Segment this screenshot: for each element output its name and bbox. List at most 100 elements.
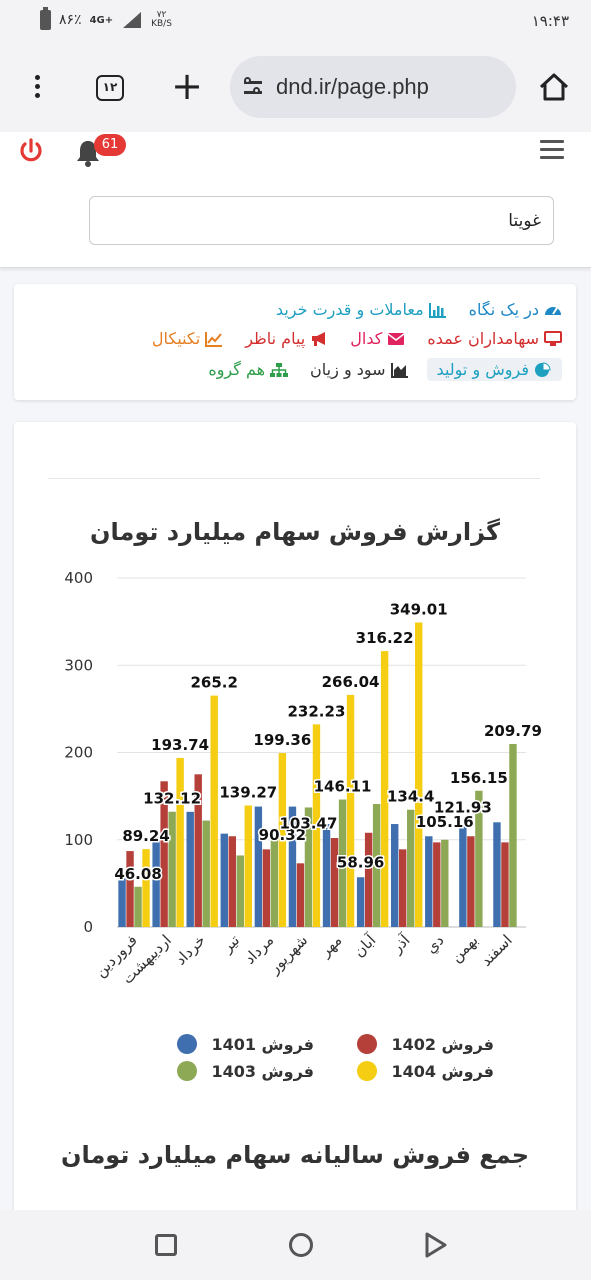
legend-item[interactable]: فروش 1403 — [177, 1061, 314, 1081]
bar — [236, 855, 244, 927]
legend-label: فروش 1402 — [391, 1034, 494, 1054]
x-tick-label: بهمن — [447, 931, 482, 966]
x-tick-label: شهریور — [265, 931, 312, 978]
tab-label: تکنیکال — [151, 329, 201, 348]
data-label: 209.79 — [484, 722, 542, 740]
tab-row-1: در یک نگاه معاملات و قدرت خرید — [254, 300, 562, 319]
url-text[interactable]: dnd.ir/page.php — [276, 74, 429, 99]
sales-chart-card: گزارش فروش سهام میلیارد تومان 0 100 200 300… — [14, 422, 576, 1210]
bar — [254, 806, 263, 927]
hamburger-menu-icon[interactable] — [540, 140, 564, 160]
bar-chart-icon — [428, 302, 446, 318]
bar — [160, 781, 168, 927]
section-tabs: در یک نگاه معاملات و قدرت خرید سهامداران… — [14, 284, 576, 400]
bar — [194, 774, 202, 927]
bar — [270, 835, 279, 927]
sitemap-icon — [270, 362, 289, 377]
x-tick-label: اسفند — [477, 931, 516, 970]
desktop-icon — [544, 330, 562, 346]
speed-unit: KB/S — [151, 19, 172, 29]
x-tick-label: آبان — [350, 931, 380, 961]
bar — [467, 836, 475, 927]
tab-label: هم گروه — [208, 360, 266, 379]
battery-icon — [40, 7, 51, 30]
tab-supervisor-message[interactable]: پیام ناظر — [245, 329, 328, 348]
data-label: 134.4 — [387, 788, 434, 806]
home-button[interactable] — [289, 1233, 313, 1257]
tab-sales-production[interactable]: فروش و تولید — [426, 358, 562, 381]
home-icon[interactable] — [538, 72, 570, 102]
stock-search-input[interactable] — [89, 196, 554, 245]
bar — [407, 809, 415, 927]
envelope-icon — [387, 332, 405, 345]
bar — [228, 836, 236, 927]
legend-item[interactable]: فروش 1402 — [357, 1034, 494, 1054]
site-settings-icon[interactable] — [242, 76, 266, 98]
tab-label: فروش و تولید — [436, 360, 529, 379]
tab-shareholders[interactable]: سهامداران عمده — [427, 329, 562, 348]
back-button[interactable] — [424, 1232, 448, 1258]
legend-item[interactable]: فروش 1404 — [357, 1061, 494, 1081]
bar — [152, 837, 160, 927]
data-label: 232.23 — [288, 702, 346, 720]
bar — [346, 694, 355, 927]
x-tick-label: خرداد — [172, 931, 210, 969]
bar — [244, 805, 252, 927]
bar — [356, 877, 365, 927]
new-tab-button[interactable]: + — [171, 64, 203, 108]
tab-peer-group[interactable]: هم گروه — [208, 358, 289, 381]
legend-item[interactable]: فروش 1401 — [177, 1034, 314, 1054]
bar — [338, 799, 347, 927]
bar — [501, 842, 509, 927]
data-label: 316.22 — [356, 629, 414, 647]
bar — [475, 790, 483, 927]
tab-technical[interactable]: تکنیکال — [152, 329, 223, 348]
status-left: ۸۶٪ 4G+ ۷۲ KB/S — [40, 7, 172, 30]
bar — [210, 695, 218, 927]
tab-codal[interactable]: کدال — [350, 329, 405, 348]
data-label: 146.11 — [314, 778, 372, 796]
tab-switcher-button[interactable]: ۱۲ — [96, 75, 124, 101]
tab-label: معاملات و قدرت خرید — [275, 300, 424, 319]
y-tick-label: 0 — [83, 918, 93, 936]
bar — [322, 824, 331, 927]
data-label: 90.32 — [259, 826, 306, 844]
more-options-icon[interactable] — [28, 72, 46, 102]
bell-icon[interactable] — [74, 138, 102, 168]
tab-profit-loss[interactable]: سود و زیان — [310, 358, 409, 381]
tab-label: کدال — [350, 329, 383, 348]
bar — [433, 842, 441, 927]
tab-overview[interactable]: در یک نگاه — [469, 300, 562, 319]
x-tick-label: مهر — [316, 931, 346, 961]
area-chart-icon — [390, 362, 408, 378]
bar — [168, 811, 176, 927]
address-bar[interactable]: dnd.ir/page.php — [230, 56, 516, 118]
site-header: 61 — [0, 132, 591, 268]
bar — [220, 833, 228, 927]
bar — [509, 743, 517, 927]
bar — [304, 807, 313, 927]
bullhorn-icon — [312, 331, 326, 346]
power-icon[interactable] — [18, 138, 44, 164]
annual-sales-title: جمع فروش سالیانه سهام میلیارد تومان — [60, 1141, 530, 1169]
data-label: 266.04 — [322, 673, 380, 691]
bar — [399, 849, 407, 927]
data-label: 139.27 — [219, 783, 277, 801]
status-bar: ۸۶٪ 4G+ ۷۲ KB/S ۱۹:۴۳ — [0, 0, 591, 42]
bar — [126, 851, 134, 927]
data-label: 121.93 — [434, 799, 492, 817]
bar — [134, 886, 142, 927]
line-chart-icon — [205, 331, 223, 347]
bar — [459, 824, 467, 927]
recents-button[interactable] — [155, 1234, 177, 1256]
bar — [312, 724, 321, 927]
web-page: 61 در یک نگاه معاملات و قدرت خرید سهامدا… — [0, 132, 591, 1210]
bar — [186, 811, 194, 927]
legend-dot — [357, 1061, 378, 1081]
bar — [391, 824, 399, 927]
tab-trades[interactable]: معاملات و قدرت خرید — [276, 300, 447, 319]
y-tick-label: 400 — [64, 569, 93, 587]
data-label: 349.01 — [390, 600, 448, 618]
battery-level: ۸۶٪ — [59, 12, 82, 28]
